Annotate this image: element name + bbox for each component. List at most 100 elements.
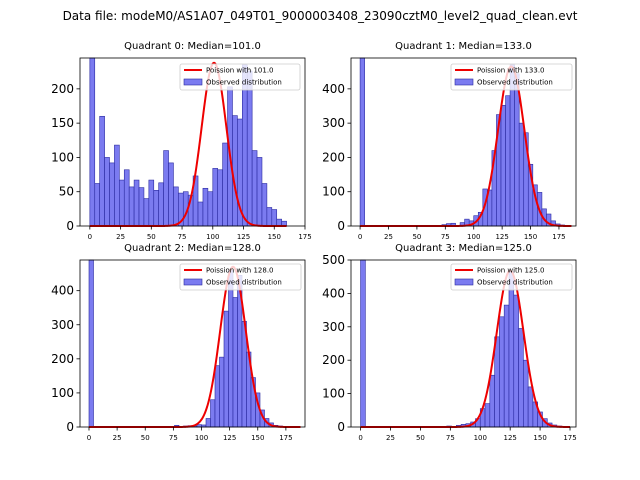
y-tick-label: 100: [322, 387, 345, 401]
poisson-curve-group: [89, 265, 301, 428]
legend-frame: [179, 263, 302, 291]
histogram-bar: [148, 179, 155, 227]
y-tick-label: 0: [337, 420, 345, 434]
axes-group: 0 25 50 75 100 125 150 175 0 100 200 300 400 500: [322, 253, 577, 442]
histogram-bar: [232, 297, 238, 428]
histogram-bar: [256, 157, 263, 227]
histogram-bar: [513, 294, 519, 428]
axes-group: 0 25 50 75 100 125 150 175 0 50 100 150 200: [51, 57, 312, 241]
histogram-bar: [212, 168, 219, 227]
histogram-bar: [271, 209, 278, 227]
histogram-bar: [138, 187, 145, 227]
histogram-bar: [503, 304, 510, 428]
x-tick-label: 175: [279, 434, 292, 442]
legend-bar-label: Observed distribution: [206, 279, 282, 287]
x-tick-label: 75: [446, 434, 455, 442]
x-tick-label: 100: [206, 233, 219, 241]
histogram-bar: [261, 183, 268, 227]
histogram-bar: [99, 115, 105, 227]
legend-frame: [450, 263, 573, 291]
y-tick-label: 300: [51, 318, 74, 332]
y-tick-label: 0: [337, 219, 345, 233]
histogram-bar: [207, 191, 214, 227]
y-tick-label: 100: [51, 150, 74, 164]
legend-bar-swatch: [454, 278, 474, 286]
axes-group: 0 25 50 75 100 125 150 175 0 100 200 300 400: [322, 57, 577, 241]
histogram-bar: [158, 182, 164, 227]
panel-title: Quadrant 2: Median=128.0: [124, 243, 261, 254]
panel-quadrant-2: Quadrant 2: Median=128.0 0 25 50 75 100 125 15…: [51, 243, 306, 442]
x-tick-label: 50: [141, 434, 150, 442]
histogram-bar: [518, 122, 525, 227]
x-tick-label: 175: [563, 434, 576, 442]
histogram-bar: [494, 336, 500, 428]
histogram-bar: [88, 259, 94, 428]
panel-title: Quadrant 0: Median=101.0: [124, 41, 261, 52]
plot-frame: [350, 259, 577, 428]
histogram-bar: [251, 150, 258, 227]
histogram-bar: [197, 201, 204, 227]
legend-bar-label: Observed distribution: [477, 279, 553, 287]
x-tick-label: 50: [416, 434, 425, 442]
x-tick-label: 0: [358, 434, 362, 442]
histogram-bar: [128, 186, 135, 227]
legend-line-label: Poission with 125.0: [477, 267, 545, 275]
histogram-bar: [168, 162, 174, 227]
plot-frame: [79, 57, 306, 227]
poisson-curve: [89, 265, 301, 428]
x-tick-label: 75: [441, 233, 450, 241]
panel-quadrant-3: Quadrant 3: Median=125.0 0 25 50 75 100 125 15…: [322, 243, 577, 442]
y-tick-label: 500: [322, 253, 345, 267]
legend-frame: [450, 63, 573, 91]
legend-bar-swatch: [183, 278, 203, 286]
panel-quadrant-0: Quadrant 0: Median=101.0 0 25 50 75 100 125 15…: [51, 41, 312, 241]
legend: Poission with 101.0 Observed distributio…: [179, 63, 301, 91]
legend: Poission with 133.0 Observed distributio…: [450, 63, 573, 91]
y-tick-label: 300: [322, 320, 345, 334]
histogram-bar: [219, 356, 225, 428]
panel-title: Quadrant 1: Median=133.0: [395, 41, 532, 52]
x-tick-label: 75: [178, 233, 187, 241]
legend-bar-label: Observed distribution: [477, 79, 553, 87]
y-tick-label: 200: [322, 353, 345, 367]
y-tick-label: 400: [51, 284, 74, 298]
histogram-bar: [276, 218, 282, 227]
histogram-bar: [205, 418, 211, 428]
histogram-bar: [222, 142, 228, 227]
x-tick-label: 50: [147, 233, 156, 241]
legend-bar-swatch: [183, 78, 203, 86]
histogram-bar: [514, 73, 520, 227]
y-tick-label: 400: [322, 286, 345, 300]
histogram-bar: [499, 316, 505, 428]
histogram-bar: [153, 190, 159, 227]
y-tick-label: 200: [322, 150, 345, 164]
x-tick-label: 150: [533, 434, 546, 442]
y-tick-label: 0: [66, 219, 74, 233]
x-tick-label: 75: [169, 434, 178, 442]
legend-bar-swatch: [454, 78, 474, 86]
y-tick-label: 150: [51, 116, 74, 130]
legend-line-label: Poission with 101.0: [206, 67, 274, 75]
y-tick-label: 200: [51, 352, 74, 366]
x-tick-label: 25: [113, 434, 122, 442]
x-tick-label: 100: [474, 434, 487, 442]
histogram-bar: [123, 169, 130, 227]
x-tick-label: 150: [251, 434, 264, 442]
x-tick-label: 50: [412, 233, 421, 241]
histogram-bar: [210, 399, 216, 428]
histogram-bar: [484, 403, 491, 428]
x-tick-label: 25: [386, 434, 395, 442]
y-tick-label: 100: [322, 185, 345, 199]
histogram-bar: [163, 150, 169, 227]
histogram-bar: [133, 179, 140, 227]
legend-bar-label: Observed distribution: [206, 79, 282, 87]
axes-group: 0 25 50 75 100 125 150 175 0 100 200 300 400: [51, 259, 306, 442]
y-tick-label: 400: [322, 82, 345, 96]
histogram-bar: [508, 271, 515, 428]
x-tick-label: 125: [223, 434, 236, 442]
histogram-bar: [523, 359, 529, 428]
legend: Poission with 128.0 Observed distributio…: [179, 263, 302, 291]
x-tick-label: 100: [467, 233, 480, 241]
histogram-bar: [114, 144, 120, 227]
